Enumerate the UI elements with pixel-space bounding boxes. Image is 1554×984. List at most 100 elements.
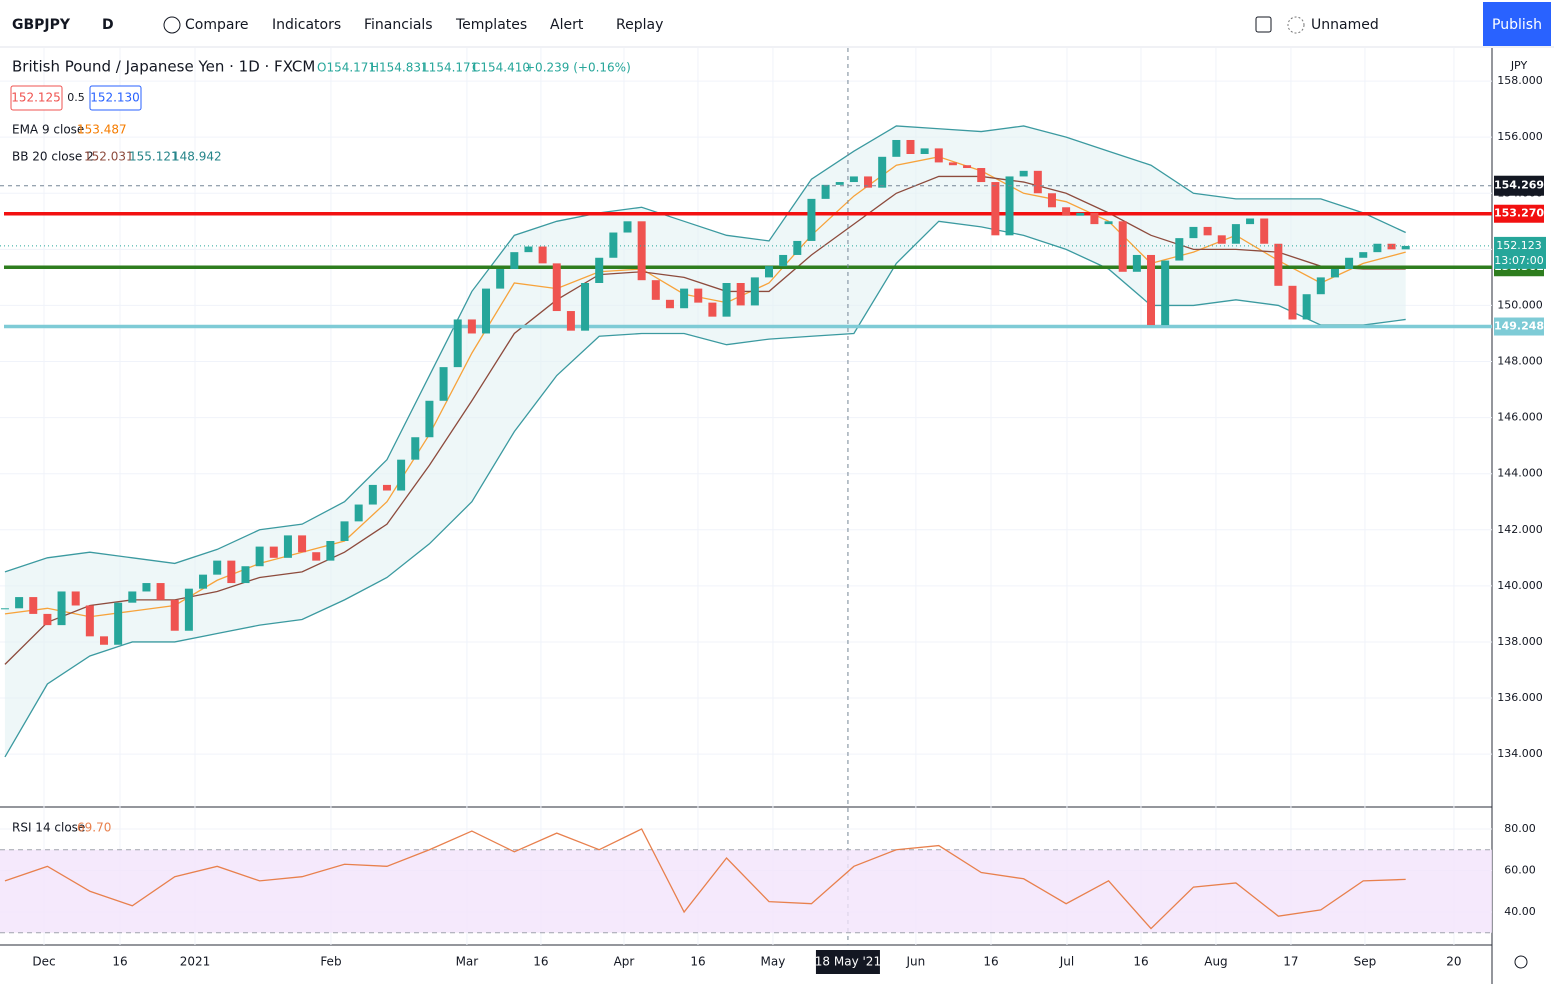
- candle: [298, 535, 307, 553]
- y-tick-label: 60.00: [1504, 863, 1536, 876]
- rsi-line: [4, 828, 1406, 930]
- plot: Dec 16 2021 Feb Mar 16 Apr 16 May Jun 16 Jul 16 Aug 17…: [0, 48, 1546, 974]
- crosshair-x-tag: [815, 950, 880, 974]
- sell-box[interactable]: [10, 85, 63, 111]
- currency[interactable]: JPY: [1510, 59, 1528, 72]
- candle: [1189, 226, 1198, 239]
- candle: [892, 139, 901, 157]
- candle: [835, 182, 844, 185]
- candle: [1359, 252, 1368, 258]
- checkbox[interactable]: [1255, 16, 1272, 33]
- indicator-line: [4, 125, 1406, 573]
- candle: [1090, 212, 1099, 225]
- layout-name[interactable]: Unnamed: [1311, 17, 1379, 33]
- buy-box[interactable]: [89, 85, 142, 111]
- candle: [1147, 254, 1156, 326]
- y-tick-label: 150.000: [1497, 298, 1543, 311]
- toolbar-button[interactable]: Alert: [550, 17, 584, 33]
- buy-price[interactable]: 152.130: [90, 91, 140, 105]
- x-tick-label: 17: [1283, 955, 1298, 969]
- candle: [1132, 254, 1141, 272]
- candle: [1047, 193, 1056, 208]
- toolbar-button[interactable]: Compare: [185, 17, 249, 33]
- candle: [948, 162, 957, 166]
- indicator-value: 153.487: [77, 123, 127, 137]
- indicator-value: 155.121: [129, 150, 179, 164]
- candle: [920, 148, 929, 155]
- x-tick-label: Jun: [905, 955, 925, 969]
- toolbar-button[interactable]: Financials: [364, 17, 433, 33]
- candle: [779, 254, 788, 267]
- band-fill: [4, 125, 1406, 757]
- candle: [538, 246, 547, 264]
- candle: [609, 232, 618, 258]
- candle: [991, 182, 1000, 236]
- x-tick-label: 2021: [180, 955, 211, 969]
- candle: [1161, 260, 1170, 326]
- x-tick-label: Jul: [1059, 955, 1074, 969]
- candle: [213, 560, 222, 575]
- candle: [496, 268, 505, 289]
- compare-icon: [163, 16, 181, 34]
- candle: [1401, 245, 1410, 250]
- last-price-tag: [1494, 236, 1546, 269]
- publish-button[interactable]: [1483, 2, 1551, 46]
- indicator-line: [4, 156, 1406, 618]
- y-tick-label: 142.000: [1497, 523, 1543, 536]
- candle: [1118, 221, 1127, 272]
- candle: [878, 156, 887, 188]
- candle: [1274, 243, 1283, 286]
- y-tick-label: 80.00: [1504, 822, 1536, 835]
- y-tick-label: 144.000: [1497, 467, 1543, 480]
- candle: [340, 521, 349, 541]
- ohlc: L154.171: [422, 61, 478, 75]
- rsi-band: [0, 849, 1492, 933]
- candle: [722, 282, 731, 317]
- y-tick-label: 134.000: [1497, 747, 1543, 760]
- candle: [849, 176, 858, 183]
- level-tag: [1494, 204, 1544, 223]
- symbol[interactable]: GBPJPY: [12, 17, 71, 33]
- x-tick-label: 20: [1446, 955, 1461, 969]
- candle: [1288, 285, 1297, 320]
- candle: [807, 198, 816, 241]
- toolbar: GBPJPY D Compare Indicators Financials T…: [0, 2, 1554, 48]
- candle: [1231, 224, 1240, 244]
- candle: [184, 588, 193, 631]
- candle: [864, 176, 873, 188]
- candle: [71, 591, 80, 606]
- candle: [114, 602, 123, 645]
- toolbar-button[interactable]: Indicators: [272, 17, 341, 33]
- candle: [963, 165, 972, 169]
- y-tick-label: 158.000: [1497, 74, 1543, 87]
- interval[interactable]: D: [102, 17, 114, 33]
- indicator-line: [4, 175, 1406, 665]
- candle: [255, 546, 264, 567]
- candle: [1175, 238, 1184, 261]
- y-tick-label: 148.000: [1497, 355, 1543, 368]
- candle: [581, 282, 590, 331]
- candle: [736, 282, 745, 306]
- toolbar-button[interactable]: Templates: [455, 17, 527, 33]
- candle: [411, 437, 420, 460]
- candle: [142, 583, 151, 592]
- settings-icon[interactable]: [1514, 955, 1528, 969]
- y-tick-label: 138.000: [1497, 635, 1543, 648]
- toolbar-button[interactable]: Replay: [616, 17, 663, 33]
- sell-price[interactable]: 152.125: [11, 91, 61, 105]
- indicator-value: 152.031: [84, 150, 134, 164]
- y-tick-label: 146.000: [1497, 411, 1543, 424]
- candle: [694, 288, 703, 303]
- x-tick-label: 16: [690, 955, 705, 969]
- ohlc-change: +0.239 (+0.16%): [525, 61, 631, 75]
- candle: [1345, 257, 1354, 269]
- x-tick-label: 16: [983, 955, 998, 969]
- crosshair-y-tag: [1494, 175, 1544, 196]
- x-tick-label: Sep: [1354, 955, 1377, 969]
- candle: [199, 574, 208, 589]
- indicator-value: 148.942: [172, 150, 222, 164]
- candle: [566, 311, 575, 331]
- candle: [128, 591, 137, 603]
- x-tick-label: Mar: [456, 955, 479, 969]
